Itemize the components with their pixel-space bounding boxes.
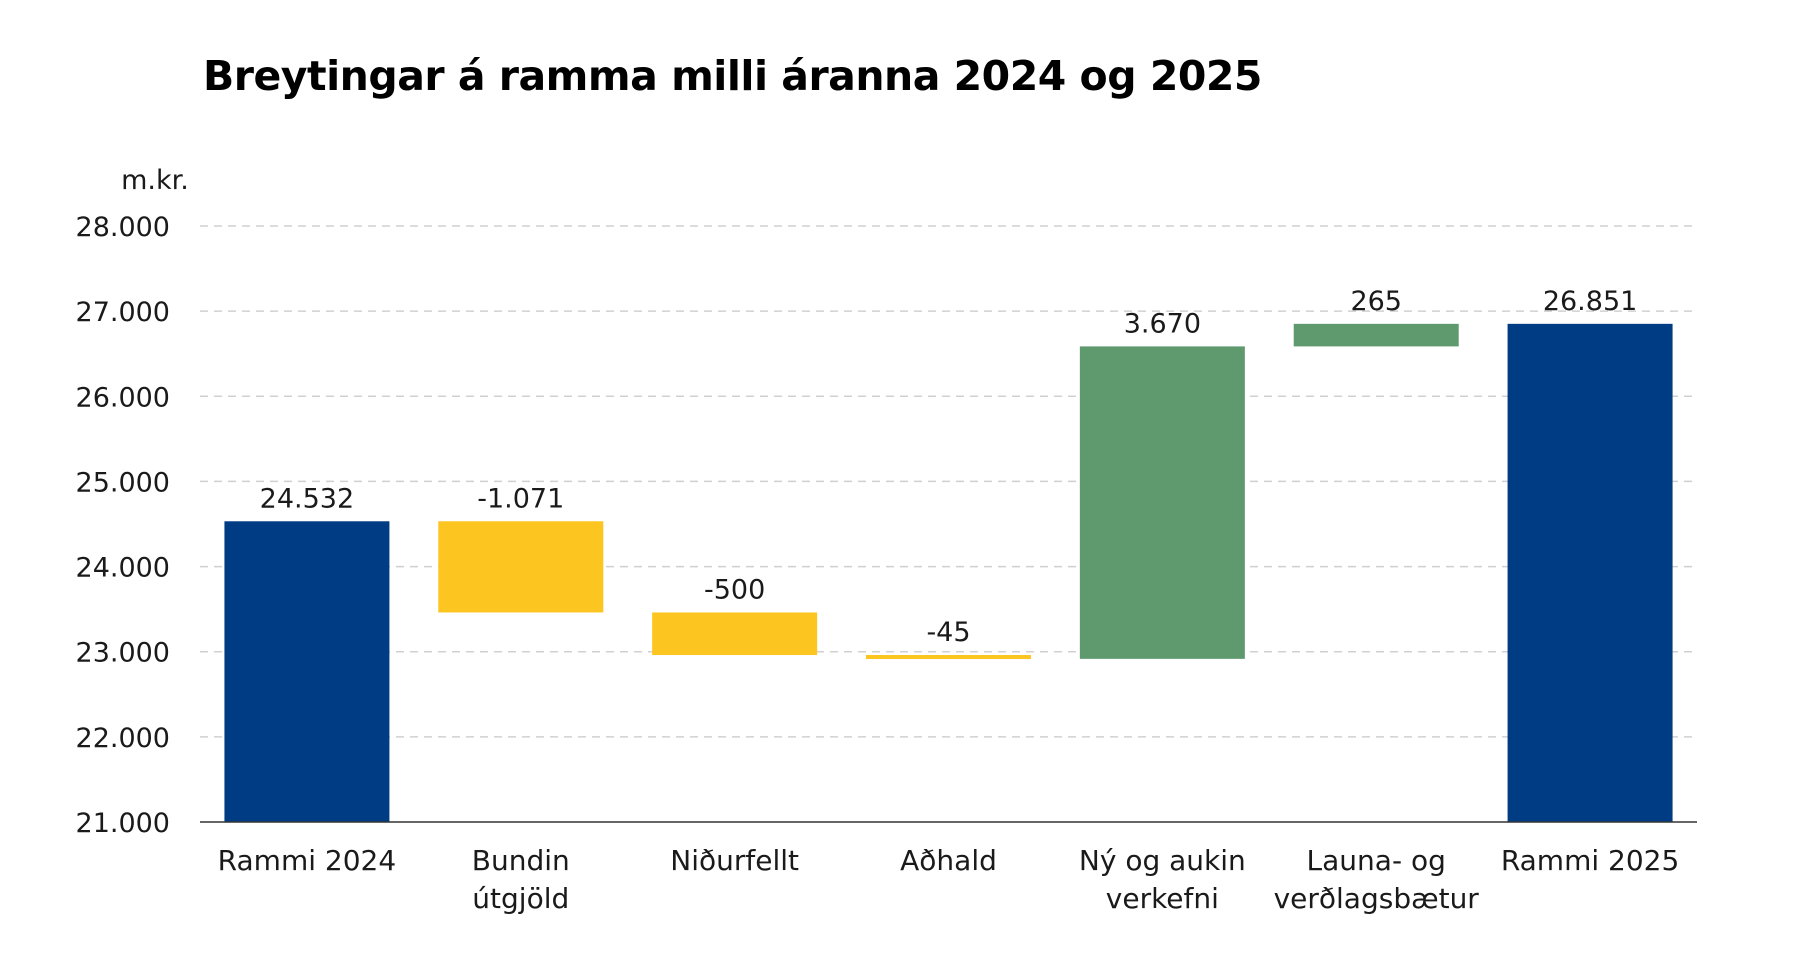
x-category-label: Ný og aukin verkefni <box>1079 844 1246 915</box>
bar <box>1293 323 1459 347</box>
y-tick-label: 21.000 <box>76 808 170 839</box>
y-tick-label: 22.000 <box>76 723 170 754</box>
data-label: 3.670 <box>1124 308 1201 339</box>
x-category-label: Niðurfellt <box>670 844 799 877</box>
data-labels: 24.532 -1.071 -500 -45 3.670 265 26.851 <box>260 286 1638 648</box>
bars <box>224 323 1673 822</box>
y-tick-label: 28.000 <box>76 212 170 243</box>
x-category-label: Aðhald <box>900 844 997 877</box>
data-label: 24.532 <box>260 483 354 514</box>
x-category-label: Rammi 2024 <box>218 844 397 877</box>
y-axis-unit-label: m.kr. <box>121 165 189 196</box>
data-label: 265 <box>1350 286 1402 317</box>
data-label: 26.851 <box>1543 286 1637 317</box>
bar <box>224 521 390 822</box>
y-tick-label: 26.000 <box>76 382 170 413</box>
y-tick-label: 27.000 <box>76 297 170 328</box>
bar <box>866 655 1031 660</box>
data-label: -1.071 <box>477 483 564 514</box>
bar <box>1507 323 1673 822</box>
y-tick-label: 25.000 <box>76 467 170 498</box>
data-label: -500 <box>704 574 765 605</box>
chart-title: Breytingar á ramma milli áranna 2024 og … <box>203 52 1262 100</box>
y-tick-label: 23.000 <box>76 638 170 669</box>
y-tick-label: 24.000 <box>76 553 170 584</box>
y-axis-ticks: 21.000 22.000 23.000 24.000 25.000 26.000 27.0… <box>76 212 170 839</box>
bar <box>652 612 818 656</box>
bar <box>1079 346 1245 659</box>
data-label: -45 <box>926 617 970 648</box>
x-category-label: Bundin útgjöld <box>472 844 570 915</box>
x-category-label: Launa- og verðlagsbætur <box>1274 844 1480 915</box>
bar <box>438 521 604 613</box>
category-labels: Rammi 2024 Bundin útgjöld Niðurfellt Aðhald N… <box>218 844 1680 915</box>
x-category-label: Rammi 2025 <box>1501 844 1680 877</box>
gridlines <box>200 225 1697 738</box>
